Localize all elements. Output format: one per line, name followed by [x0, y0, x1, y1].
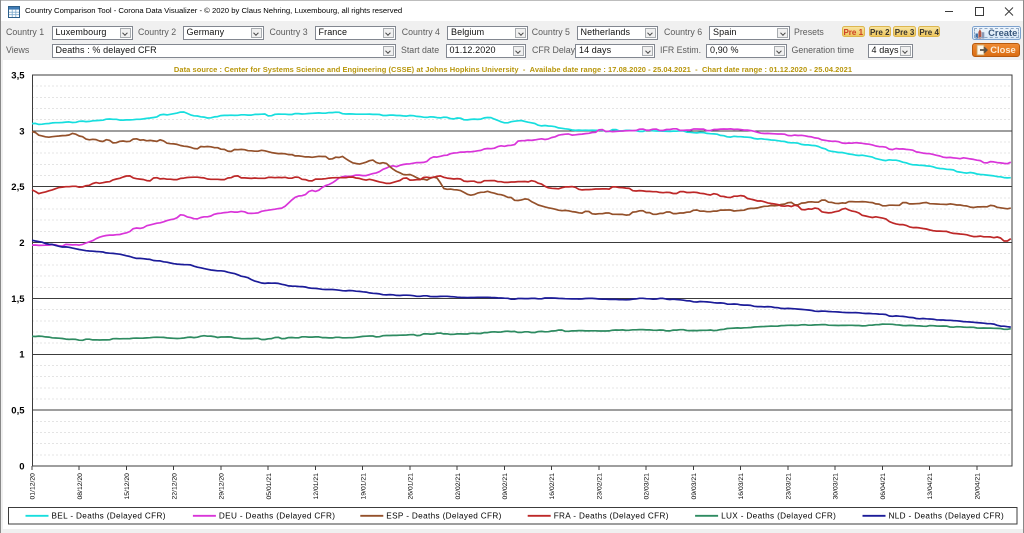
svg-text:02/02/21: 02/02/21 — [455, 473, 462, 500]
svg-text:20/04/21: 20/04/21 — [974, 473, 981, 500]
svg-text:23/02/21: 23/02/21 — [597, 473, 604, 500]
svg-text:19/01/21: 19/01/21 — [360, 473, 367, 500]
svg-text:06/04/21: 06/04/21 — [880, 473, 887, 500]
svg-text:1,5: 1,5 — [11, 294, 25, 305]
svg-text:3,5: 3,5 — [11, 70, 25, 81]
svg-text:DEU - Deaths (Delayed CFR): DEU - Deaths (Delayed CFR) — [219, 512, 335, 521]
svg-text:16/02/21: 16/02/21 — [549, 473, 556, 500]
svg-text:09/02/21: 09/02/21 — [502, 473, 509, 500]
svg-text:0: 0 — [19, 461, 24, 472]
svg-text:22/12/20: 22/12/20 — [171, 473, 178, 500]
svg-text:3: 3 — [19, 126, 24, 137]
svg-text:30/03/21: 30/03/21 — [833, 473, 840, 500]
svg-text:16/03/21: 16/03/21 — [738, 473, 745, 500]
svg-text:23/03/21: 23/03/21 — [785, 473, 792, 500]
svg-text:2: 2 — [19, 238, 24, 249]
svg-text:ESP - Deaths (Delayed CFR): ESP - Deaths (Delayed CFR) — [386, 512, 501, 521]
svg-text:12/01/21: 12/01/21 — [313, 473, 320, 500]
svg-text:15/12/20: 15/12/20 — [124, 473, 131, 500]
svg-text:05/01/21: 05/01/21 — [266, 473, 273, 500]
svg-text:0,5: 0,5 — [11, 406, 25, 417]
svg-text:1: 1 — [19, 350, 25, 361]
svg-text:BEL - Deaths (Delayed CFR): BEL - Deaths (Delayed CFR) — [52, 512, 166, 521]
svg-text:01/12/20: 01/12/20 — [30, 473, 37, 500]
svg-text:LUX - Deaths (Delayed CFR): LUX - Deaths (Delayed CFR) — [721, 512, 836, 521]
svg-text:NLD - Deaths (Delayed CFR): NLD - Deaths (Delayed CFR) — [889, 512, 1005, 521]
svg-text:02/03/21: 02/03/21 — [644, 473, 651, 500]
svg-text:08/12/20: 08/12/20 — [77, 473, 84, 500]
svg-text:26/01/21: 26/01/21 — [408, 473, 415, 500]
svg-text:13/04/21: 13/04/21 — [927, 473, 934, 500]
svg-text:FRA - Deaths (Delayed CFR): FRA - Deaths (Delayed CFR) — [554, 512, 669, 521]
svg-text:09/03/21: 09/03/21 — [691, 473, 698, 500]
svg-text:29/12/20: 29/12/20 — [219, 473, 226, 500]
svg-text:2,5: 2,5 — [11, 182, 25, 193]
